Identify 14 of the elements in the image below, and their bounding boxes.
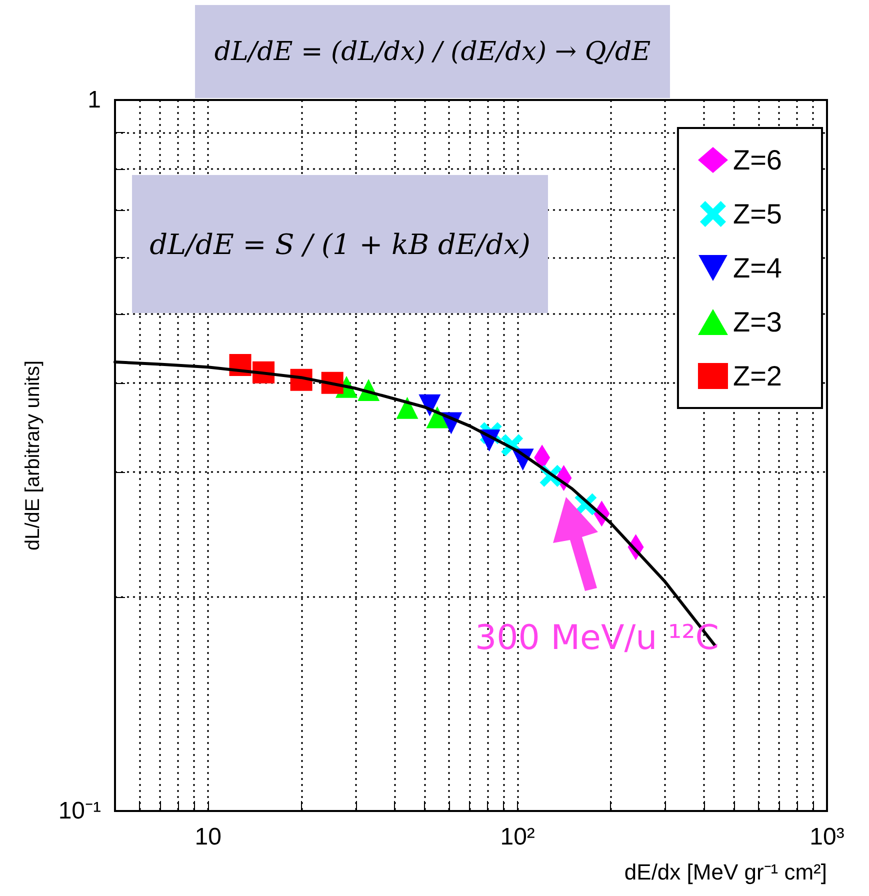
- y-tick-label: 10⁻¹: [58, 798, 102, 824]
- legend-label: Z=4: [732, 252, 782, 284]
- legend-label: Z=3: [732, 306, 782, 338]
- x-tick-label: 10²: [500, 824, 535, 850]
- legend-label: Z=2: [732, 360, 782, 392]
- x-tick-label: 10³: [810, 824, 844, 850]
- x-axis-title: dE/dx [MeV gr⁻¹ cm²]: [624, 860, 827, 884]
- formula-panel: dL/dE = (dL/dx) / (dE/dx) → Q/dE: [195, 5, 670, 98]
- y-tick-label: 1: [88, 86, 101, 114]
- x-tick-label: 10: [194, 824, 222, 850]
- legend-label: Z=5: [732, 198, 782, 230]
- formula-panel: dL/dE = S / (1 + kB dE/dx): [132, 175, 548, 313]
- legend-label: Z=6: [732, 144, 782, 176]
- y-axis-title: dL/dE [arbitrary units]: [22, 360, 44, 551]
